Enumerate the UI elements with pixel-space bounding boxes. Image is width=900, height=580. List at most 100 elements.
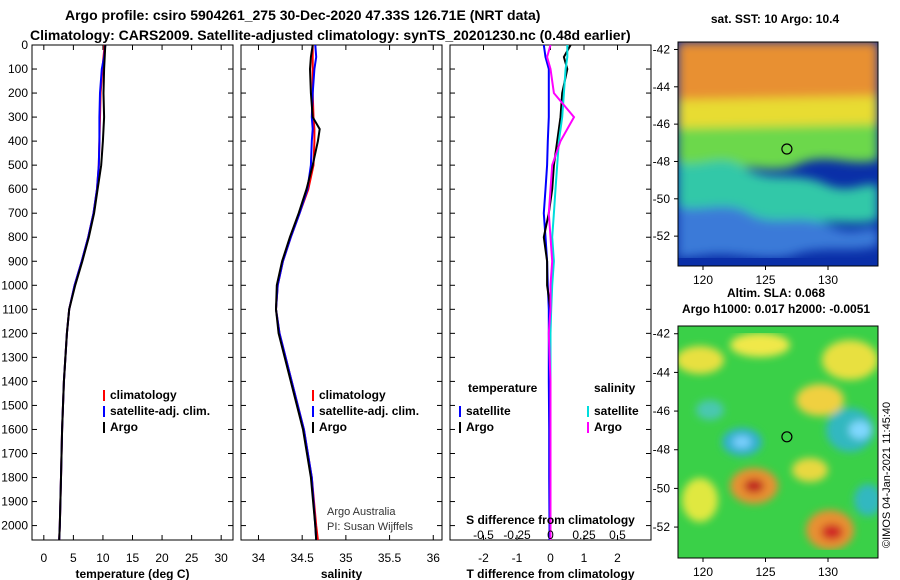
sst_map-lat-tick-label: -48 (653, 154, 671, 168)
salinity-x-tick-label: 34 (252, 551, 266, 565)
difference-top-tick-label: 0.5 (609, 528, 626, 542)
salinity-x-tick-label: 36 (427, 551, 441, 565)
difference-series-line (542, 44, 551, 540)
sst_map-lon-tick-label: 125 (755, 273, 775, 287)
temperature-legend-label: satellite-adj. clim. (110, 404, 210, 418)
difference-top-tick-label: 0 (547, 528, 554, 542)
sla-blob (730, 333, 790, 357)
difference-series-line (546, 44, 576, 540)
depth-tick-label: 800 (8, 230, 28, 244)
depth-tick-label: 1600 (1, 422, 28, 436)
sla-blob (821, 524, 843, 540)
salinity-legend-label: climatology (319, 388, 386, 402)
difference-legend-title-left: temperature (468, 381, 538, 395)
depth-tick-label: 300 (8, 110, 28, 124)
sla_map-lat-tick-label: -44 (653, 365, 671, 379)
difference-top-tick-label: 0.25 (572, 528, 596, 542)
depth-tick-label: 1700 (1, 446, 28, 460)
sla-argo-location-marker (781, 431, 793, 443)
depth-tick-label: 1500 (1, 398, 28, 412)
depth-tick-label: 500 (8, 158, 28, 172)
difference-x-tick-label: 0 (547, 551, 554, 565)
sst_map-lon-tick-label: 120 (693, 273, 713, 287)
sst_map-lon-tick-label: 130 (818, 273, 838, 287)
sst_map-lat-tick-label: -50 (653, 192, 671, 206)
difference-legend-title-right: salinity (594, 381, 636, 395)
sla_map-lat-tick-label: -46 (653, 404, 671, 418)
depth-tick-label: 1000 (1, 278, 28, 292)
sla-blob (678, 346, 724, 374)
temperature-x-axis-label: temperature (deg C) (75, 567, 189, 580)
sla-blob (854, 484, 878, 516)
sla_map-lat-tick-label: -42 (653, 327, 671, 341)
temperature-legend-label: Argo (110, 420, 138, 434)
difference-legend-label: Argo (466, 420, 494, 434)
sla-map (678, 326, 878, 558)
sla_map-lat-tick-label: -52 (653, 520, 671, 534)
difference-x-tick-label: 2 (614, 551, 621, 565)
argo-australia-annotation: PI: Susan Wijffels (327, 521, 413, 533)
depth-tick-label: 1300 (1, 350, 28, 364)
profile-plots: 0100200300400500600700800900100011001200… (1, 38, 838, 580)
sst-map-title: sat. SST: 10 Argo: 10.4 (711, 12, 840, 26)
difference-top-tick-label: -0.25 (503, 528, 531, 542)
temperature-x-tick-label: 30 (214, 551, 228, 565)
depth-tick-label: 400 (8, 134, 28, 148)
sst-mid-blue-band (678, 206, 878, 258)
difference-x-tick-label: -1 (512, 551, 523, 565)
salinity-legend-label: Argo (319, 420, 347, 434)
difference-x-axis-label: T difference from climatology (466, 567, 634, 580)
sla-blob (849, 421, 871, 439)
figure-title-line2: Climatology: CARS2009. Satellite-adjuste… (30, 27, 631, 43)
sla-blob (796, 384, 844, 416)
depth-tick-label: 1400 (1, 374, 28, 388)
depth-tick-label: 100 (8, 62, 28, 76)
sla-blob (696, 400, 724, 420)
sla_map-lat-tick-label: -50 (653, 481, 671, 495)
sst-map (678, 42, 878, 266)
salinity-x-tick-label: 34.5 (290, 551, 314, 565)
sla-blob (682, 478, 718, 522)
temperature-x-tick-label: 10 (96, 551, 110, 565)
depth-tick-label: 1100 (2, 302, 28, 316)
sla_map-lon-tick-label: 130 (818, 565, 838, 579)
depth-tick-label: 1200 (1, 326, 28, 340)
sla-map-frame (677, 325, 879, 559)
salinity-x-tick-label: 35 (339, 551, 353, 565)
sla-blob (744, 479, 764, 493)
figure-title-line1: Argo profile: csiro 5904261_275 30-Dec-2… (65, 7, 541, 23)
temperature-x-tick-label: 15 (126, 551, 140, 565)
difference-top-tick-label: -0.5 (473, 528, 494, 542)
sla_map-lon-tick-label: 120 (693, 565, 713, 579)
depth-tick-label: 1800 (1, 471, 28, 485)
argo-australia-annotation: Argo Australia (327, 506, 396, 518)
sla-blob (733, 436, 751, 448)
depth-tick-label: 1900 (1, 495, 28, 509)
sla_map-lat-tick-label: -48 (653, 443, 671, 457)
temperature-x-tick-label: 5 (70, 551, 77, 565)
imos-credit-label: ©IMOS 04-Jan-2021 11:45:40 (881, 402, 893, 548)
difference-x-tick-label: 1 (581, 551, 588, 565)
difference-legend-label: satellite (466, 404, 511, 418)
depth-tick-label: 700 (8, 206, 28, 220)
temperature-series-line (58, 44, 107, 541)
salinity-series-line (274, 44, 321, 541)
sla-blob (822, 340, 878, 380)
salinity-x-tick-label: 35.5 (378, 551, 402, 565)
difference-legend-label: satellite (594, 404, 639, 418)
difference-x-tick-label: -2 (478, 551, 489, 565)
sla_map-lon-tick-label: 125 (755, 565, 775, 579)
salinity-series-line (274, 44, 318, 541)
depth-tick-label: 0 (21, 38, 28, 52)
temperature-x-tick-label: 0 (40, 551, 47, 565)
sst-map-frame (677, 41, 879, 267)
sst_map-lat-tick-label: -52 (653, 229, 671, 243)
sst_map-lat-tick-label: -42 (653, 42, 671, 56)
depth-tick-label: 2000 (1, 519, 28, 533)
difference-series-line (549, 45, 569, 540)
sst_map-lat-tick-label: -44 (653, 80, 671, 94)
temperature-x-tick-label: 20 (155, 551, 169, 565)
temperature-legend-label: climatology (110, 388, 177, 402)
